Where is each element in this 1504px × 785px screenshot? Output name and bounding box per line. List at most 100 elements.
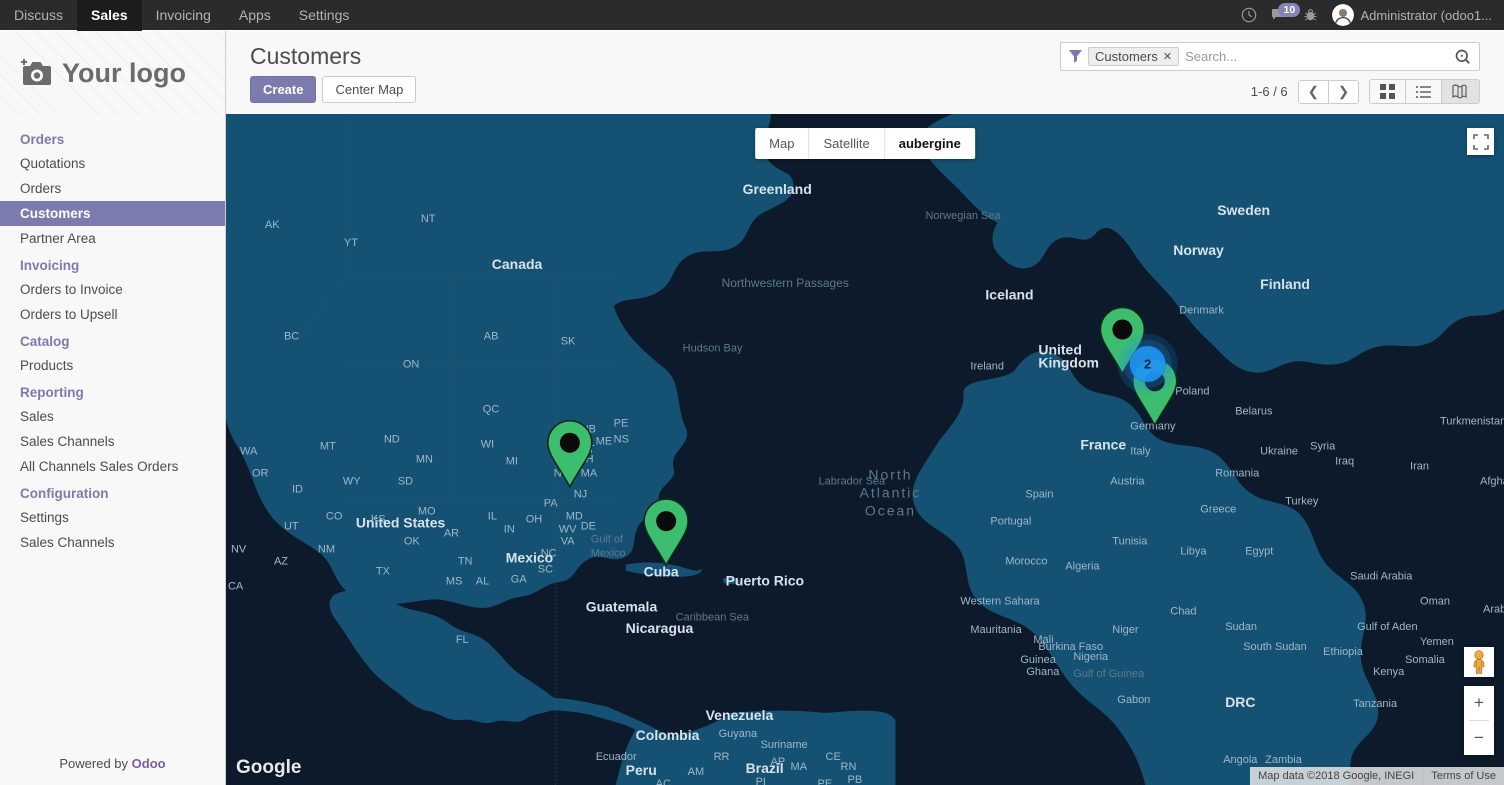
svg-text:IN: IN xyxy=(504,524,515,536)
svg-text:France: France xyxy=(1080,436,1126,452)
svg-text:Arabian Sea: Arabian Sea xyxy=(1483,604,1504,616)
svg-text:BC: BC xyxy=(284,330,299,342)
svg-text:NV: NV xyxy=(231,544,247,556)
svg-text:Ukraine: Ukraine xyxy=(1260,445,1298,457)
svg-text:Ireland: Ireland xyxy=(970,360,1004,372)
svg-text:Mexico: Mexico xyxy=(591,548,626,560)
svg-text:UT: UT xyxy=(284,521,299,533)
svg-text:2: 2 xyxy=(1144,356,1151,371)
svg-text:MT: MT xyxy=(320,440,336,452)
svg-text:Northwestern Passages: Northwestern Passages xyxy=(722,276,849,290)
svg-text:Guinea: Guinea xyxy=(1020,654,1056,666)
svg-text:AC: AC xyxy=(656,778,671,785)
svg-text:Greenland: Greenland xyxy=(743,181,812,197)
svg-text:Yemen: Yemen xyxy=(1420,636,1454,648)
svg-text:Atlantic: Atlantic xyxy=(860,485,922,501)
svg-text:Angola: Angola xyxy=(1223,754,1258,766)
svg-text:AR: AR xyxy=(444,528,459,540)
svg-text:Brazil: Brazil xyxy=(746,760,784,776)
svg-text:Kingdom: Kingdom xyxy=(1038,354,1099,370)
svg-text:MI: MI xyxy=(506,456,518,468)
svg-text:Algeria: Algeria xyxy=(1065,561,1100,573)
svg-text:ID: ID xyxy=(292,484,303,496)
svg-text:AZ: AZ xyxy=(274,556,288,568)
svg-text:Colombia: Colombia xyxy=(636,727,700,743)
svg-text:PE: PE xyxy=(818,778,833,785)
svg-text:Romania: Romania xyxy=(1215,468,1260,480)
svg-text:Canada: Canada xyxy=(492,256,543,272)
svg-text:MN: MN xyxy=(416,454,433,466)
svg-text:CO: CO xyxy=(326,511,343,523)
svg-text:OH: OH xyxy=(526,514,543,526)
svg-text:AM: AM xyxy=(688,766,704,778)
svg-text:Belarus: Belarus xyxy=(1235,405,1273,417)
svg-text:Western Sahara: Western Sahara xyxy=(960,596,1040,608)
svg-text:Kenya: Kenya xyxy=(1373,666,1405,678)
svg-text:Nigeria: Nigeria xyxy=(1073,651,1109,663)
svg-text:Zambia: Zambia xyxy=(1265,754,1303,766)
svg-text:Denmark: Denmark xyxy=(1179,304,1224,316)
svg-text:Guatemala: Guatemala xyxy=(586,599,658,615)
svg-text:Cuba: Cuba xyxy=(644,564,679,580)
svg-text:WA: WA xyxy=(240,445,258,457)
svg-text:Sudan: Sudan xyxy=(1225,621,1257,633)
svg-text:Iraq: Iraq xyxy=(1335,456,1354,468)
svg-text:Somalia: Somalia xyxy=(1405,654,1446,666)
svg-text:DRC: DRC xyxy=(1225,694,1255,710)
svg-text:Guyana: Guyana xyxy=(719,728,758,740)
svg-text:Mexico: Mexico xyxy=(506,550,553,566)
svg-text:PI: PI xyxy=(756,776,766,785)
svg-text:OR: OR xyxy=(252,468,269,480)
svg-text:SK: SK xyxy=(561,335,576,347)
svg-text:Oman: Oman xyxy=(1420,596,1450,608)
svg-text:Italy: Italy xyxy=(1130,445,1151,457)
svg-text:Suriname: Suriname xyxy=(761,739,808,751)
svg-text:Afghanistan: Afghanistan xyxy=(1480,476,1504,488)
svg-text:VA: VA xyxy=(561,536,576,548)
svg-text:Poland: Poland xyxy=(1175,385,1209,397)
svg-text:WV: WV xyxy=(559,524,577,536)
svg-text:RR: RR xyxy=(714,751,730,763)
svg-text:Turkmenistan: Turkmenistan xyxy=(1440,415,1504,427)
svg-text:OK: OK xyxy=(404,536,421,548)
svg-text:RN: RN xyxy=(841,761,857,773)
svg-text:Norwegian Sea: Norwegian Sea xyxy=(925,210,1001,222)
svg-text:TX: TX xyxy=(376,566,391,578)
svg-text:Mauritania: Mauritania xyxy=(970,624,1022,636)
svg-text:Tanzania: Tanzania xyxy=(1353,698,1398,710)
svg-text:MO: MO xyxy=(418,506,436,518)
svg-text:WY: WY xyxy=(343,476,361,488)
svg-text:AL: AL xyxy=(476,576,489,588)
svg-text:Ethiopia: Ethiopia xyxy=(1323,646,1364,658)
svg-text:SD: SD xyxy=(398,476,413,488)
svg-text:South Sudan: South Sudan xyxy=(1243,641,1307,653)
svg-text:ND: ND xyxy=(384,433,400,445)
svg-text:Norway: Norway xyxy=(1173,242,1224,258)
svg-text:WI: WI xyxy=(481,438,494,450)
svg-text:GA: GA xyxy=(511,574,528,586)
svg-text:North: North xyxy=(868,467,912,483)
svg-text:Niger: Niger xyxy=(1112,624,1139,636)
svg-text:CA: CA xyxy=(228,581,244,593)
svg-text:Ghana: Ghana xyxy=(1026,666,1060,678)
svg-text:TN: TN xyxy=(458,556,473,568)
svg-text:Turkey: Turkey xyxy=(1285,496,1319,508)
svg-text:Gabon: Gabon xyxy=(1117,694,1150,706)
svg-text:NJ: NJ xyxy=(574,489,587,501)
svg-text:Puerto Rico: Puerto Rico xyxy=(726,573,804,589)
svg-text:Ocean: Ocean xyxy=(865,503,916,519)
svg-text:Iceland: Iceland xyxy=(985,286,1033,302)
svg-text:ME: ME xyxy=(596,435,612,447)
svg-text:PB: PB xyxy=(848,774,863,785)
svg-text:NS: NS xyxy=(614,433,629,445)
svg-text:KS: KS xyxy=(371,514,386,526)
svg-text:PE: PE xyxy=(614,417,629,429)
svg-text:Morocco: Morocco xyxy=(1005,556,1047,568)
svg-text:Gulf of Guinea: Gulf of Guinea xyxy=(1073,668,1145,680)
svg-text:Spain: Spain xyxy=(1025,489,1053,501)
svg-text:Peru: Peru xyxy=(626,762,657,778)
svg-text:MA: MA xyxy=(581,468,598,480)
svg-text:Finland: Finland xyxy=(1260,276,1310,292)
svg-text:Gulf of: Gulf of xyxy=(591,534,624,546)
svg-text:Chad: Chad xyxy=(1170,606,1196,618)
